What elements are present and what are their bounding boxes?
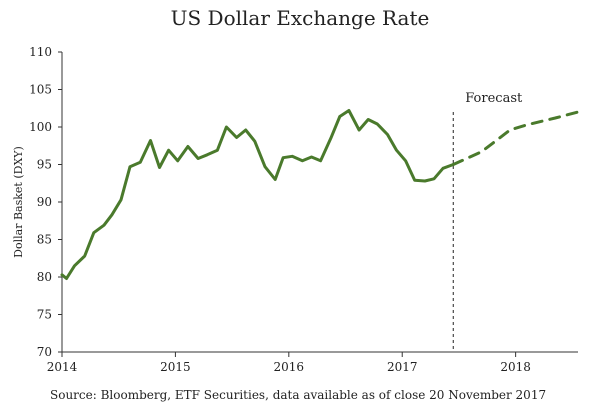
- y-tick-label: 100: [29, 120, 52, 134]
- x-tick-label: 2014: [47, 360, 78, 374]
- y-tick-label: 70: [37, 345, 52, 359]
- x-tick-label: 2015: [160, 360, 191, 374]
- forecast-annotation: Forecast: [465, 91, 523, 106]
- actual-series-line: [60, 109, 455, 280]
- x-tick-label: 2017: [387, 360, 418, 374]
- y-tick-label: 105: [29, 83, 52, 97]
- y-tick-label: 80: [37, 270, 52, 284]
- y-axis-label: Dollar Basket (DXY): [12, 146, 25, 258]
- y-tick-label: 85: [37, 233, 52, 247]
- y-tick-label: 75: [37, 308, 52, 322]
- y-tick-label: 95: [37, 158, 52, 172]
- y-tick-label: 110: [29, 45, 52, 59]
- forecast-series-line: [451, 110, 580, 166]
- source-note: Source: Bloomberg, ETF Securities, data …: [50, 388, 546, 402]
- x-tick-label: 2018: [500, 360, 531, 374]
- chart-title: US Dollar Exchange Rate: [171, 6, 430, 30]
- x-tick-label: 2016: [274, 360, 305, 374]
- plot-area: 70 75 80 85 90 95 100 105 110 2014 2015 2016 2017 201…: [29, 45, 580, 374]
- y-tick-label: 90: [37, 195, 52, 209]
